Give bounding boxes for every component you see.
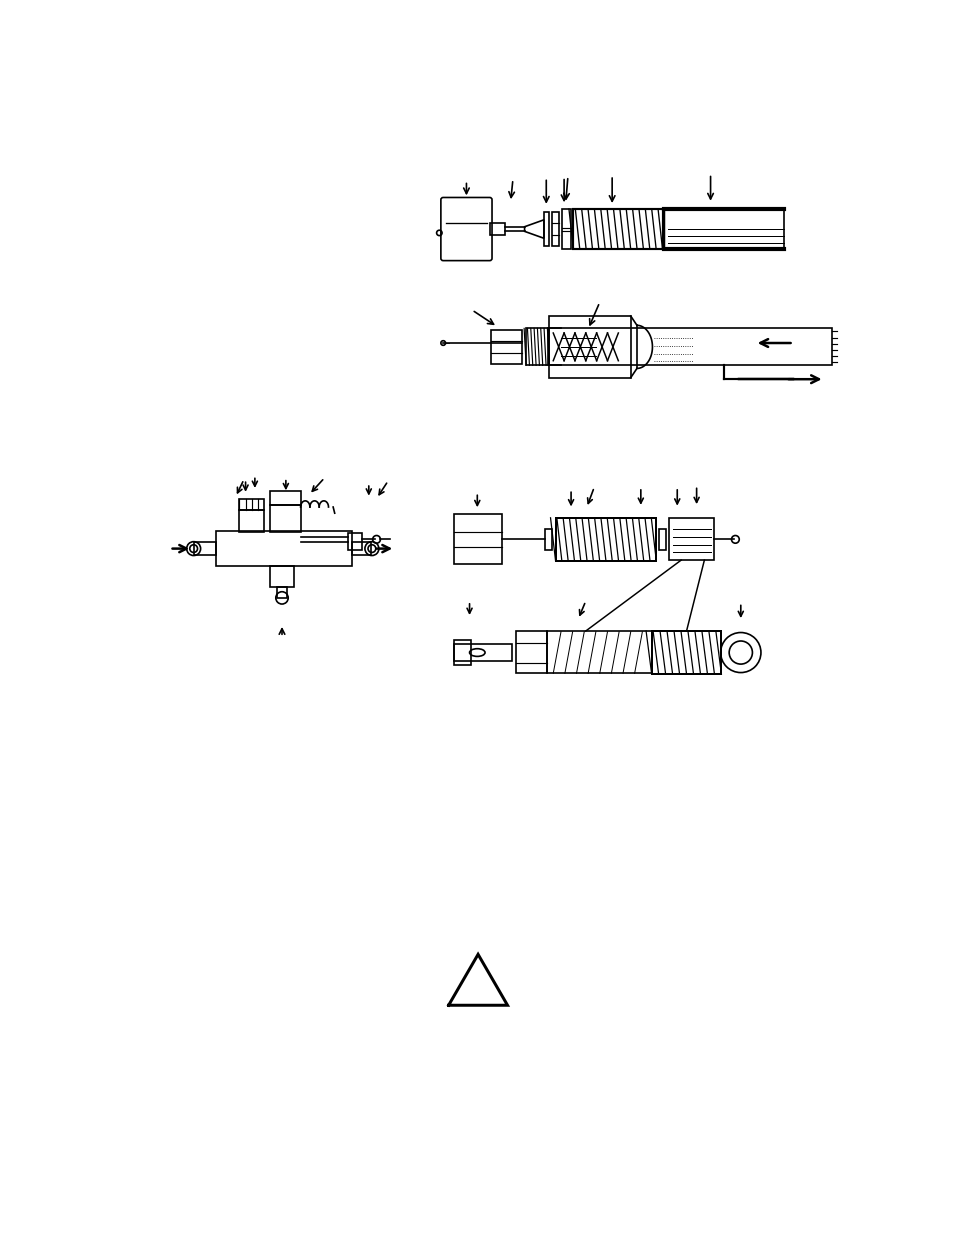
Bar <box>658 529 666 550</box>
Bar <box>239 510 264 531</box>
Bar <box>663 209 783 249</box>
Bar <box>348 534 361 550</box>
Bar <box>270 505 301 531</box>
Bar <box>239 499 264 510</box>
Bar <box>270 490 301 505</box>
Bar <box>544 529 552 550</box>
Bar <box>489 222 505 235</box>
Bar <box>454 645 512 661</box>
Bar <box>454 514 501 564</box>
Bar <box>352 542 371 555</box>
Bar <box>573 209 661 249</box>
Bar <box>216 531 352 566</box>
Bar <box>651 631 720 674</box>
Bar <box>525 329 549 366</box>
Bar <box>454 640 471 664</box>
Bar <box>669 517 714 561</box>
Bar <box>561 209 571 249</box>
Bar <box>549 316 630 378</box>
Bar <box>543 212 549 246</box>
Bar <box>270 566 294 587</box>
Bar <box>547 329 831 366</box>
Bar <box>551 212 558 246</box>
Bar <box>546 631 651 673</box>
Bar <box>555 517 656 561</box>
Bar <box>276 587 287 598</box>
Bar <box>491 330 521 364</box>
Bar <box>516 631 546 673</box>
Bar <box>194 542 216 555</box>
